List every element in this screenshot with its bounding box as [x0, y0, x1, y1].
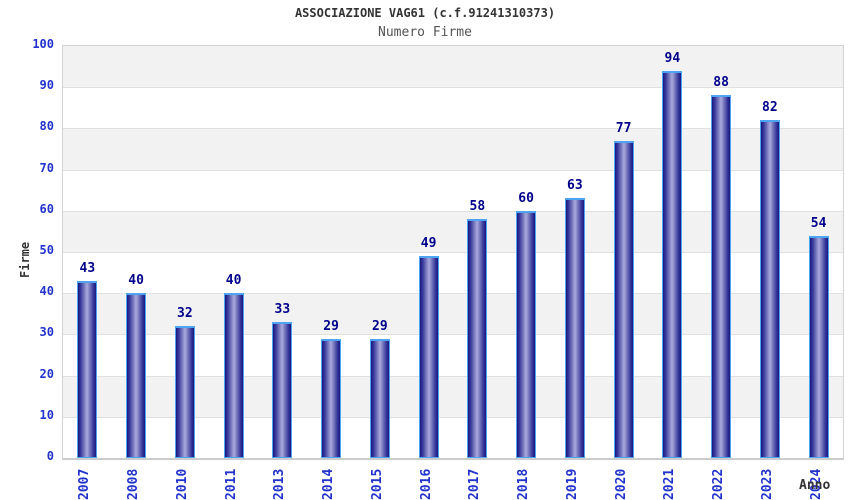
y-tick-label: 80	[39, 119, 54, 134]
bar-2010	[174, 326, 195, 458]
gridline	[63, 252, 843, 253]
x-tick-label: 2018	[516, 468, 532, 500]
gridline	[63, 87, 843, 89]
bar-value-label: 54	[810, 215, 827, 231]
y-tick-label: 50	[39, 243, 54, 257]
bar-value-label: 60	[518, 190, 534, 206]
bar-2024	[808, 235, 829, 458]
bar-value-label: 32	[177, 306, 193, 322]
bar-value-label: 43	[79, 260, 96, 276]
bar-2019	[564, 198, 585, 458]
y-tick-label: 70	[39, 160, 54, 175]
y-tick-label: 90	[39, 78, 54, 93]
plot-area: 43 40 32 40 33 29 29 49 58 60 63 77 94 88 82 54	[62, 45, 844, 460]
y-tick-label: 100	[32, 37, 54, 51]
y-tick-label: 10	[39, 407, 54, 422]
x-tick-label: 2007	[77, 468, 93, 500]
bar-value-label: 58	[469, 199, 486, 214]
x-tick-label: 2019	[564, 468, 580, 500]
x-tick-label: 2023	[759, 468, 775, 500]
bar-2021	[662, 70, 683, 458]
y-tick-label: 60	[39, 201, 54, 216]
bar-2023	[759, 120, 780, 458]
gridline	[63, 293, 843, 295]
bar-2015	[369, 338, 390, 458]
bar-value-label: 63	[567, 178, 583, 194]
bar-value-label: 29	[323, 318, 339, 334]
y-tick-label: 0	[46, 449, 54, 463]
bar-2013	[272, 322, 293, 458]
grid-band	[63, 46, 843, 88]
x-tick-label: 2017	[467, 468, 483, 500]
x-tick-label: 2021	[662, 468, 678, 500]
gridline	[63, 128, 843, 130]
bar-value-label: 40	[128, 273, 144, 289]
bar-2007	[77, 280, 98, 458]
bar-value-label: 94	[664, 50, 681, 66]
gridline	[63, 210, 843, 212]
x-tick-label: 2013	[272, 468, 288, 500]
bar-2016	[418, 256, 439, 458]
bar-value-label: 82	[762, 100, 778, 116]
bar-2020	[613, 140, 634, 458]
x-tick-label: 2022	[711, 468, 727, 500]
gridline	[63, 375, 843, 377]
bar-value-label: 40	[225, 273, 242, 289]
x-tick-label: 2014	[321, 468, 337, 500]
gridline	[63, 416, 843, 418]
y-tick-label: 40	[39, 284, 54, 299]
bar-value-label: 33	[274, 302, 291, 317]
chart-subtitle: Numero Firme	[378, 25, 472, 40]
chart-title: ASSOCIAZIONE VAG61 (c.f.91241310373)	[294, 6, 556, 20]
bar-2014	[321, 338, 342, 458]
bar-2011	[223, 293, 244, 458]
bar-value-label: 49	[420, 236, 437, 252]
y-tick-label: 30	[39, 325, 54, 340]
x-tick-label: 2015	[369, 468, 385, 500]
x-tick-label: 2010	[174, 468, 190, 500]
x-tick-label: 2016	[418, 468, 434, 500]
bar-value-label: 88	[713, 75, 729, 91]
x-tick-label: 2008	[126, 468, 142, 500]
bar-value-label: 77	[615, 120, 632, 136]
gridline	[63, 334, 843, 336]
bar-2017	[467, 219, 488, 458]
bar-2018	[516, 210, 537, 458]
y-tick-label: 20	[39, 366, 54, 381]
gridline	[63, 169, 843, 171]
x-tick-label: 2011	[223, 468, 239, 500]
x-tick-label: 2020	[613, 468, 629, 500]
bar-2008	[126, 293, 147, 458]
bar-2022	[711, 95, 732, 458]
x-axis-title: Anno	[799, 478, 831, 493]
bar-value-label: 29	[372, 318, 388, 334]
